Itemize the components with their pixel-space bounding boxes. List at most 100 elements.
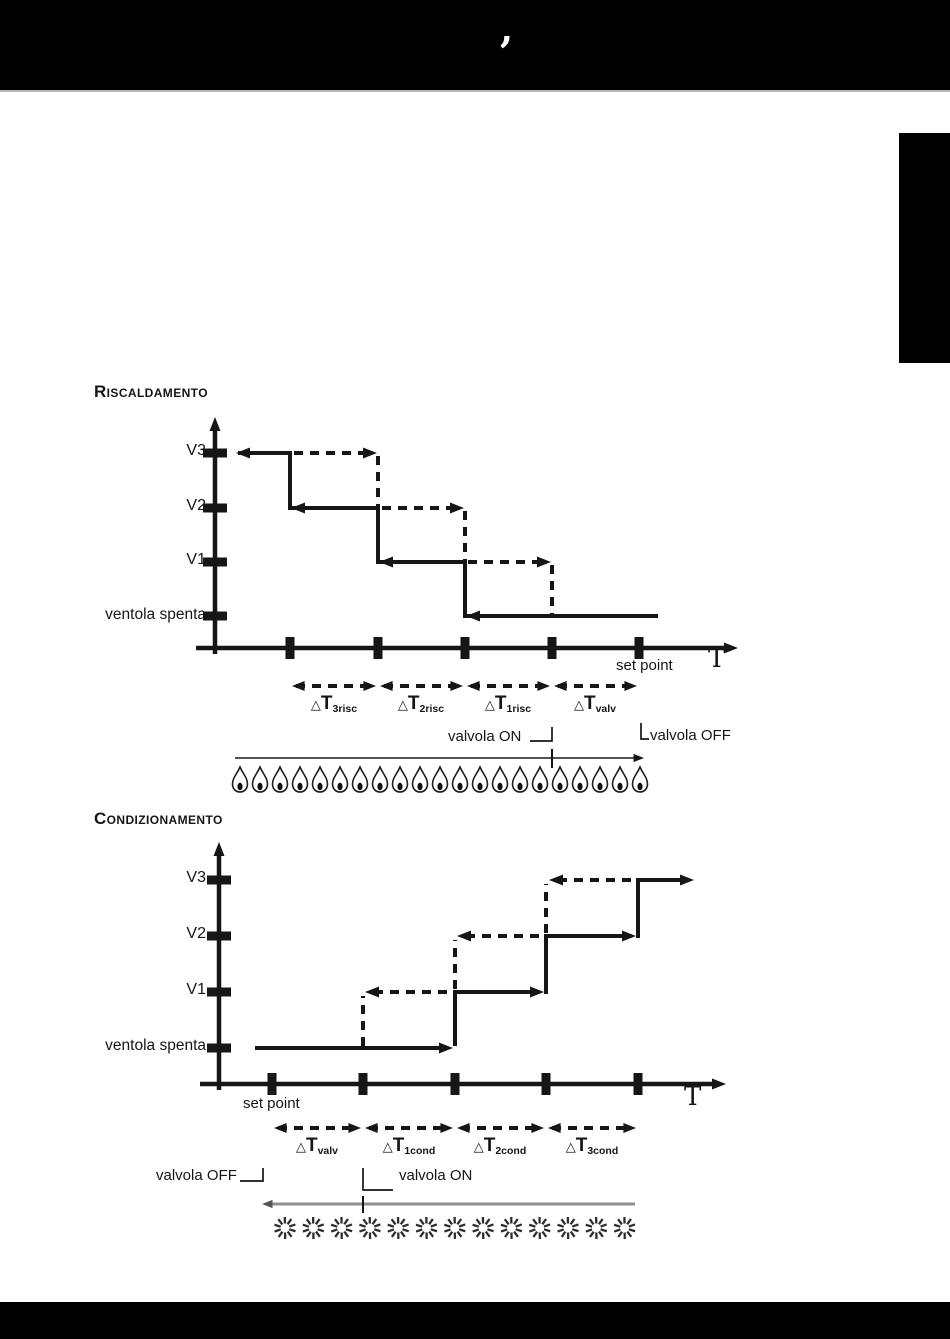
delta-icon: △ bbox=[382, 1139, 393, 1154]
chart1-ylabel-fan-off: ventola spenta bbox=[105, 606, 206, 623]
snowflake-spoke bbox=[597, 1218, 604, 1225]
flame-wick bbox=[637, 782, 643, 791]
snowflake-spoke bbox=[343, 1230, 350, 1238]
step-arrowhead bbox=[724, 642, 738, 654]
flame-icon bbox=[411, 764, 429, 793]
flame-outline bbox=[231, 764, 249, 793]
snowflake-spoke bbox=[288, 1223, 296, 1228]
chart2-lines bbox=[200, 842, 726, 1240]
snowflake-spoke bbox=[371, 1230, 378, 1238]
flame-outline bbox=[271, 764, 289, 793]
measure-arrow-right bbox=[363, 681, 376, 691]
snowflake-spoke bbox=[543, 1223, 551, 1228]
snowflake-spoke bbox=[472, 1223, 480, 1228]
flame-icon bbox=[331, 764, 349, 793]
snowflake-spoke bbox=[628, 1223, 636, 1228]
x-tick bbox=[634, 637, 644, 659]
snowflake-spoke bbox=[589, 1231, 595, 1238]
snowflake-spoke bbox=[399, 1230, 406, 1238]
snowflake-spoke bbox=[543, 1228, 551, 1233]
measure-arrow-right bbox=[440, 1123, 453, 1133]
flame-wick bbox=[337, 782, 343, 791]
flame-icon bbox=[471, 764, 489, 793]
measure-arrow-left bbox=[292, 681, 305, 691]
flame-outline bbox=[411, 764, 429, 793]
snowflake-spoke bbox=[541, 1218, 547, 1225]
x-tick bbox=[267, 1073, 277, 1095]
chart2-ylabel-fan-off: ventola spenta bbox=[105, 1037, 206, 1054]
snowflake-icon bbox=[557, 1216, 579, 1240]
delta-icon: △ bbox=[295, 1139, 306, 1154]
delta-icon: △ bbox=[397, 697, 408, 712]
chart1-ylabel-v2: V2 bbox=[186, 497, 206, 514]
flame-outline bbox=[391, 764, 409, 793]
valve-leader-line bbox=[362, 1168, 393, 1191]
snowflake-spoke bbox=[345, 1223, 353, 1228]
snowflake-spoke bbox=[390, 1218, 397, 1226]
flame-outline bbox=[611, 764, 629, 793]
snowflake-spoke bbox=[402, 1223, 409, 1228]
snowflake-spoke bbox=[585, 1223, 593, 1228]
snowflake-icon bbox=[330, 1216, 353, 1240]
snowflake-spoke bbox=[513, 1218, 519, 1225]
delta-icon: △ bbox=[573, 697, 584, 712]
chart1-setpoint-label: set point bbox=[616, 657, 673, 674]
snowflake-icon bbox=[585, 1216, 608, 1240]
flame-wick bbox=[237, 782, 243, 791]
snowflake-spoke bbox=[317, 1228, 325, 1233]
chart1-title: Riscaldamento bbox=[94, 382, 208, 401]
flame-outline bbox=[571, 764, 589, 793]
x-tick bbox=[358, 1073, 368, 1095]
timeline-arrowhead bbox=[633, 753, 644, 763]
measure-arrow-left bbox=[467, 681, 480, 691]
valve-leader-line bbox=[640, 723, 649, 740]
flame-icon bbox=[571, 764, 589, 793]
snowflake-spoke bbox=[334, 1231, 340, 1238]
delta-icon: △ bbox=[484, 697, 495, 712]
chart2-delta-t3cond: △T3cond bbox=[565, 1135, 619, 1157]
quote-mark: , bbox=[500, 6, 514, 51]
snowflake-spoke bbox=[515, 1228, 523, 1233]
flame-icon bbox=[391, 764, 409, 793]
snowflake-spoke bbox=[286, 1218, 293, 1225]
snowflake-spoke bbox=[447, 1218, 454, 1226]
flame-outline bbox=[531, 764, 549, 793]
flame-outline bbox=[491, 764, 509, 793]
flame-outline bbox=[351, 764, 369, 793]
valve-leader-line bbox=[240, 1168, 264, 1182]
x-tick bbox=[547, 637, 557, 659]
snowflake-spoke bbox=[317, 1223, 325, 1228]
flame-wick bbox=[357, 782, 363, 791]
flame-wick bbox=[397, 782, 403, 791]
snowflake-spoke bbox=[503, 1218, 510, 1226]
flame-wick bbox=[457, 782, 463, 791]
snowflake-spoke bbox=[387, 1223, 395, 1228]
flame-wick bbox=[277, 782, 283, 791]
snowflake-spoke bbox=[626, 1230, 633, 1238]
measure-arrow-right bbox=[450, 681, 463, 691]
flame-wick bbox=[497, 782, 503, 791]
flame-icon bbox=[311, 764, 329, 793]
measure-arrow-right bbox=[623, 1123, 636, 1133]
snowflake-spoke bbox=[362, 1231, 369, 1238]
y-tick bbox=[203, 557, 227, 567]
chart1-t-axis-label: T bbox=[708, 644, 726, 674]
snowflake-spoke bbox=[532, 1231, 539, 1238]
snowflake-spoke bbox=[305, 1218, 312, 1226]
chart2-t-axis-label: T bbox=[684, 1082, 702, 1112]
chart2-valve-off-label: valvola OFF bbox=[156, 1167, 237, 1184]
snowflake-spoke bbox=[598, 1230, 604, 1238]
chart2-ylabel-v2: V2 bbox=[186, 925, 206, 942]
snowflake-spoke bbox=[315, 1230, 321, 1238]
chart1-delta-t1risc: △T1risc bbox=[484, 693, 532, 715]
step-arrowhead bbox=[213, 842, 225, 856]
snowflake-spoke bbox=[387, 1228, 395, 1233]
snowflake-spoke bbox=[532, 1218, 538, 1226]
delta-icon: △ bbox=[310, 697, 321, 712]
snowflake-spoke bbox=[428, 1230, 435, 1238]
y-tick bbox=[203, 611, 227, 621]
x-tick bbox=[541, 1073, 551, 1095]
snowflake-spoke bbox=[274, 1223, 282, 1228]
step-arrowhead bbox=[450, 502, 464, 514]
flame-icon bbox=[531, 764, 549, 793]
